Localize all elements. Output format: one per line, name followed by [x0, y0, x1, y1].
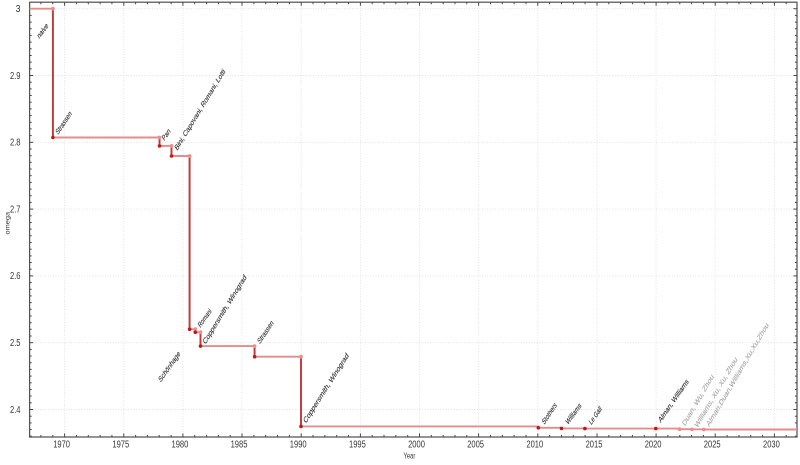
svg-text:2.9: 2.9: [10, 71, 21, 82]
svg-text:Pan: Pan: [161, 127, 172, 143]
svg-text:1975: 1975: [112, 440, 129, 451]
svg-text:2015: 2015: [586, 440, 603, 451]
svg-text:2.6: 2.6: [10, 271, 21, 282]
svg-text:2000: 2000: [408, 440, 425, 451]
svg-text:3: 3: [16, 4, 21, 15]
svg-text:1985: 1985: [231, 440, 248, 451]
svg-text:1980: 1980: [172, 440, 189, 451]
svg-text:2.5: 2.5: [10, 338, 21, 349]
svg-text:2030: 2030: [763, 440, 780, 451]
svg-text:2.8: 2.8: [10, 138, 21, 149]
svg-text:1970: 1970: [53, 440, 70, 451]
svg-text:2010: 2010: [526, 440, 543, 451]
svg-text:2025: 2025: [704, 440, 721, 451]
svg-text:omega: omega: [4, 211, 11, 234]
svg-text:1995: 1995: [349, 440, 366, 451]
svg-text:1990: 1990: [290, 440, 307, 451]
svg-text:2.7: 2.7: [10, 204, 21, 215]
svg-text:Year: Year: [404, 451, 416, 460]
svg-text:2.4: 2.4: [10, 405, 21, 416]
svg-text:2020: 2020: [645, 440, 662, 451]
svg-text:2005: 2005: [467, 440, 484, 451]
